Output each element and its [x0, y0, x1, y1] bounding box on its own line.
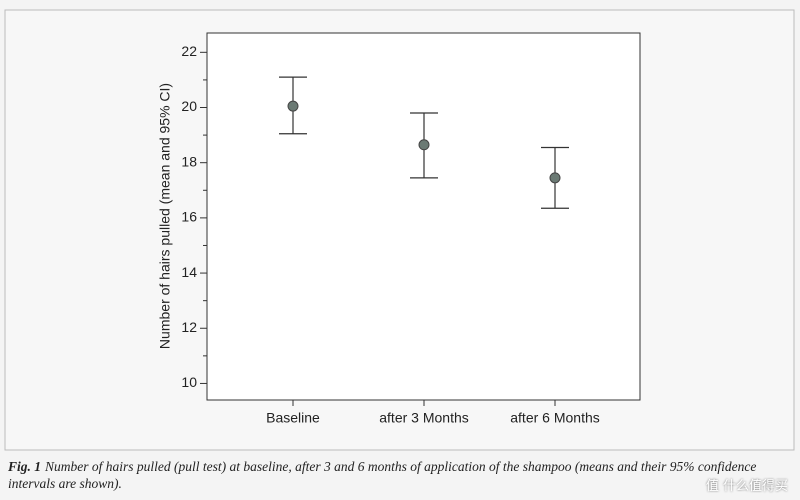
y-axis-label: Number of hairs pulled (mean and 95% CI): [157, 83, 173, 349]
x-tick-label: after 3 Months: [379, 410, 469, 426]
x-tick-label: after 6 Months: [510, 410, 600, 426]
x-tick-label: Baseline: [266, 410, 320, 426]
y-tick-label: 16: [181, 209, 197, 225]
plot-area: [206, 32, 641, 401]
y-tick-label: 22: [181, 43, 197, 59]
y-tick-label: 14: [181, 264, 197, 280]
y-tick-label: 10: [181, 374, 197, 390]
mean-point: [287, 100, 299, 112]
y-tick-label: 12: [181, 319, 197, 335]
y-tick-label: 20: [181, 98, 197, 114]
mean-point: [418, 139, 430, 151]
watermark: 值 什么值得买: [705, 479, 788, 494]
mean-point: [549, 172, 561, 184]
caption-label: Fig. 1: [8, 459, 42, 474]
caption-text: Number of hairs pulled (pull test) at ba…: [8, 459, 757, 491]
chart: Number of hairs pulled (mean and 95% CI)…: [4, 9, 795, 451]
caption: Fig. 1 Number of hairs pulled (pull test)…: [8, 458, 778, 492]
y-tick-label: 18: [181, 153, 197, 169]
